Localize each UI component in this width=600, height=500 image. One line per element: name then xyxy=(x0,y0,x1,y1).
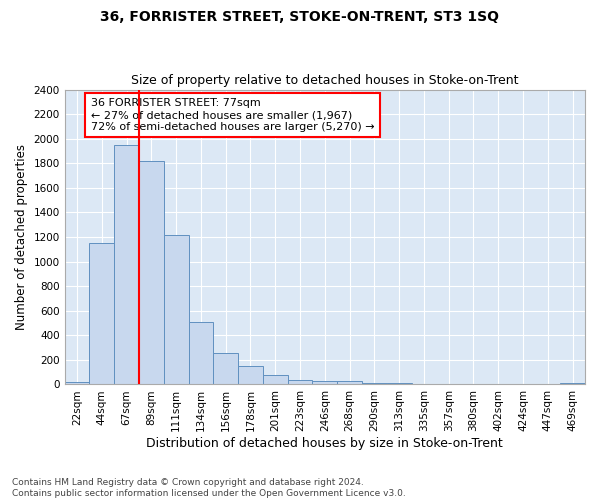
Y-axis label: Number of detached properties: Number of detached properties xyxy=(15,144,28,330)
Text: 36 FORRISTER STREET: 77sqm
← 27% of detached houses are smaller (1,967)
72% of s: 36 FORRISTER STREET: 77sqm ← 27% of deta… xyxy=(91,98,374,132)
Bar xyxy=(214,352,238,384)
X-axis label: Distribution of detached houses by size in Stoke-on-Trent: Distribution of detached houses by size … xyxy=(146,437,503,450)
Text: Contains HM Land Registry data © Crown copyright and database right 2024.
Contai: Contains HM Land Registry data © Crown c… xyxy=(12,478,406,498)
Title: Size of property relative to detached houses in Stoke-on-Trent: Size of property relative to detached ho… xyxy=(131,74,518,87)
Bar xyxy=(114,145,139,384)
Bar xyxy=(238,366,263,384)
Bar xyxy=(89,243,114,384)
Bar xyxy=(139,161,164,384)
Bar xyxy=(164,234,188,384)
Bar xyxy=(313,381,337,384)
Bar xyxy=(65,382,89,384)
Bar xyxy=(188,322,214,384)
Bar xyxy=(263,375,287,384)
Bar xyxy=(287,380,313,384)
Bar xyxy=(337,381,362,384)
Text: 36, FORRISTER STREET, STOKE-ON-TRENT, ST3 1SQ: 36, FORRISTER STREET, STOKE-ON-TRENT, ST… xyxy=(101,10,499,24)
Bar xyxy=(362,383,387,384)
